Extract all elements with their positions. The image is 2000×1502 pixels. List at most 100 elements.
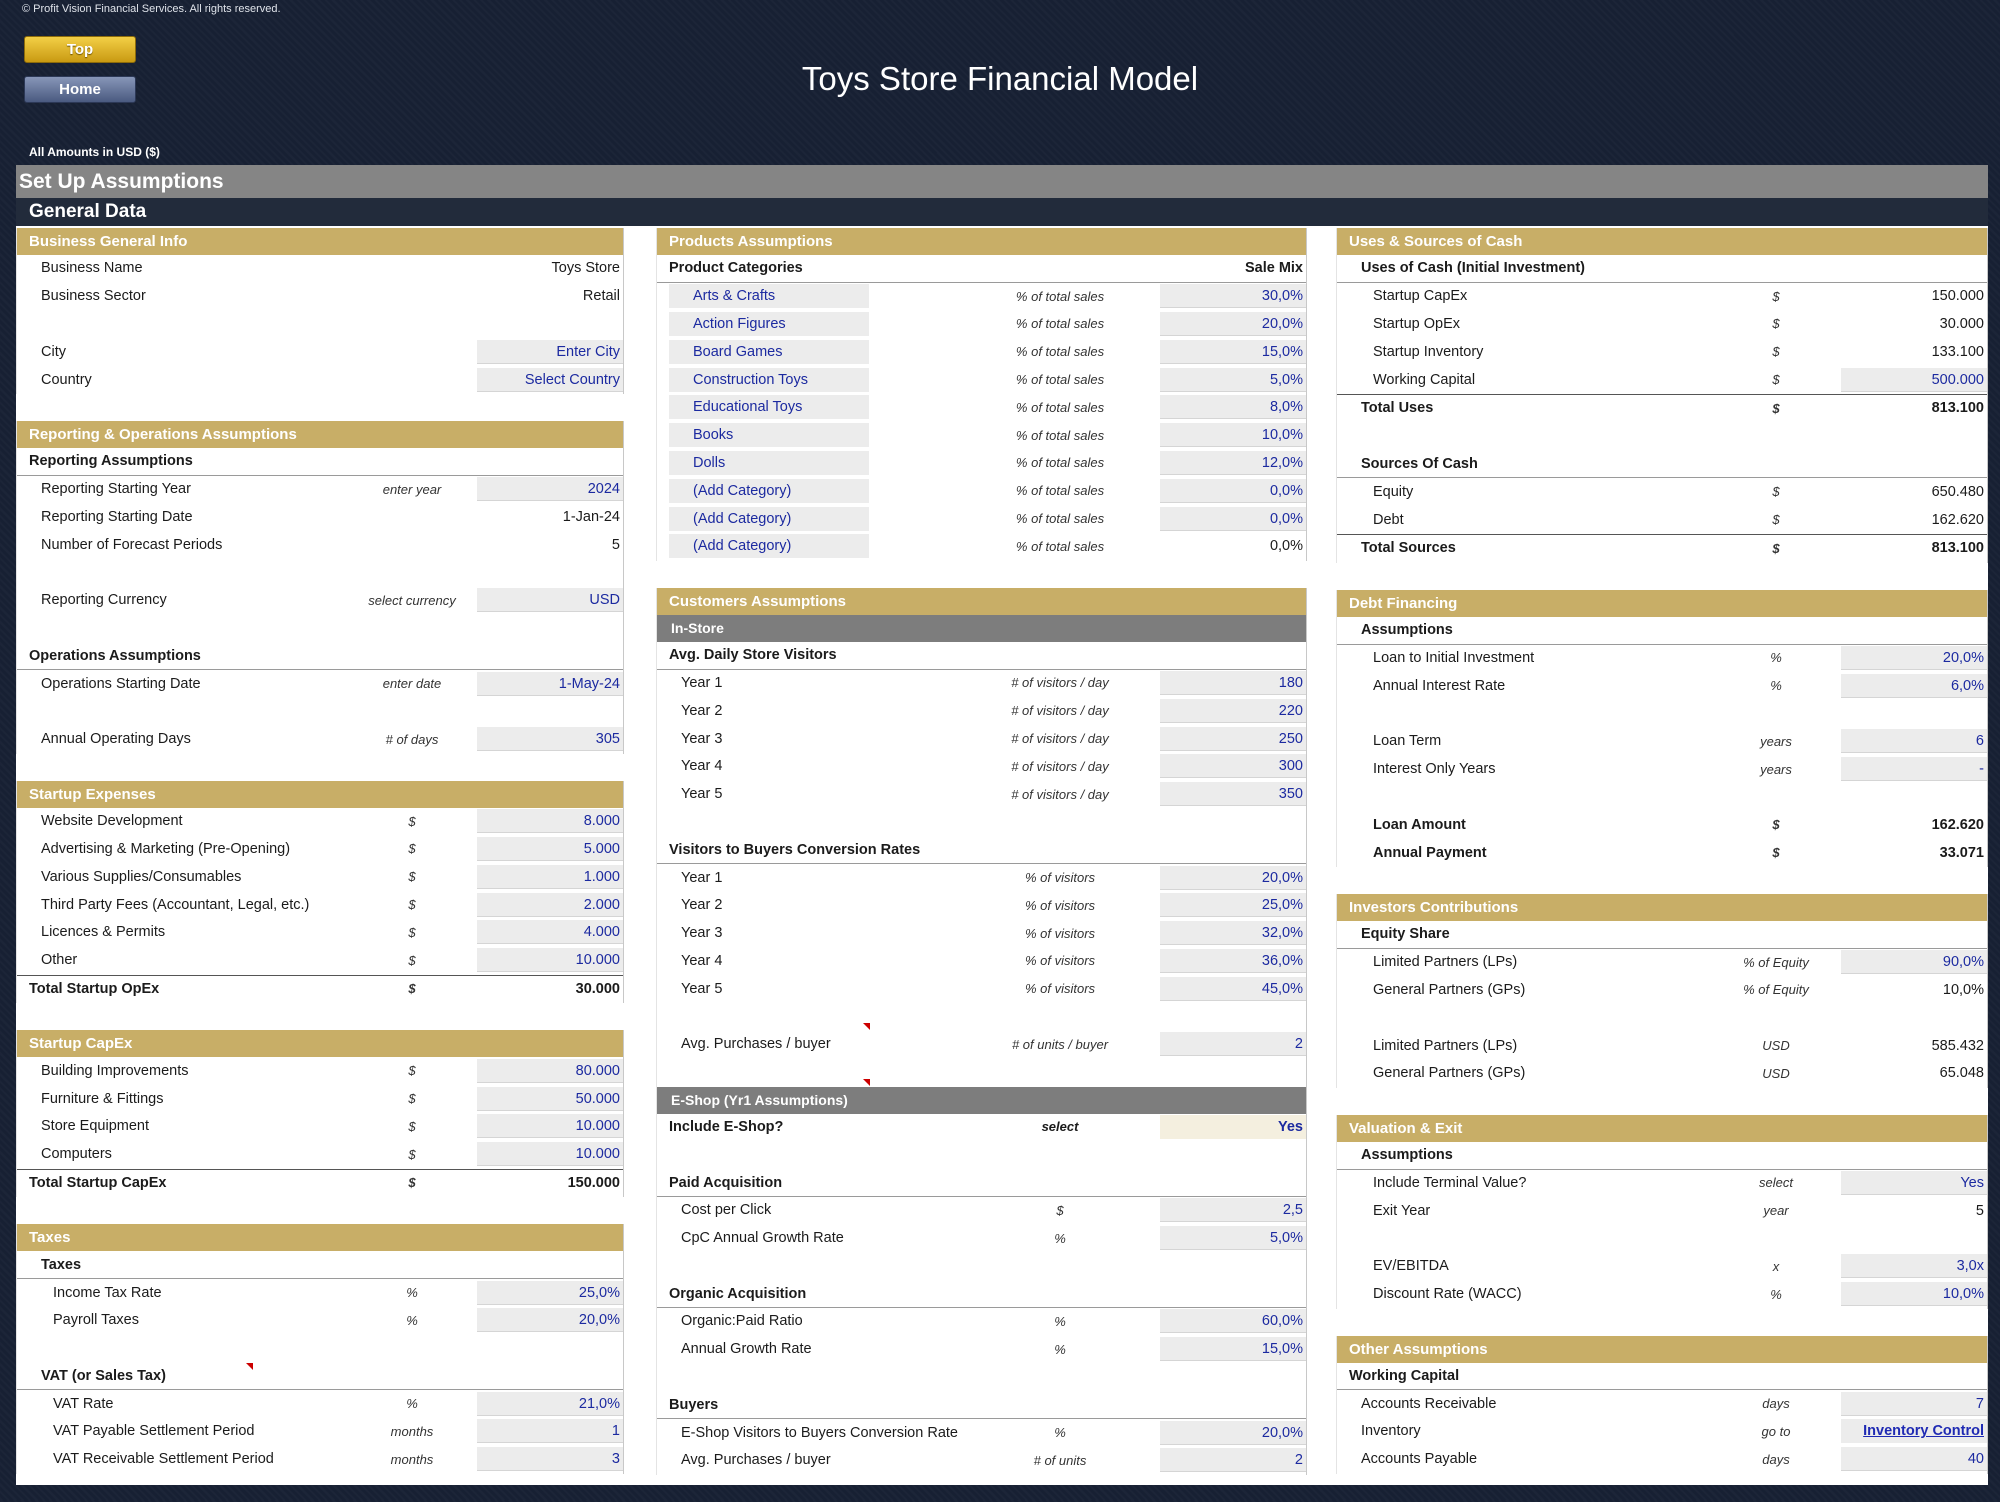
subsection-title: VAT (or Sales Tax) bbox=[17, 1362, 623, 1391]
payable-days-input[interactable]: 40 bbox=[1841, 1447, 1987, 1472]
working-capital-input[interactable]: 500.000 bbox=[1841, 367, 1987, 392]
row-label: Year 4 bbox=[681, 952, 723, 969]
capex-input[interactable]: 80.000 bbox=[477, 1058, 623, 1083]
conversion-input[interactable]: 20,0% bbox=[1160, 865, 1306, 890]
total-row: Total Startup OpEx $30.000 bbox=[17, 974, 623, 1004]
expense-input[interactable]: 10.000 bbox=[477, 948, 623, 973]
reporting-year-input[interactable]: 2024 bbox=[477, 477, 623, 502]
loan-term-input[interactable]: 6 bbox=[1841, 729, 1987, 754]
conversion-input[interactable]: 45,0% bbox=[1160, 976, 1306, 1001]
interest-rate-input[interactable]: 6,0% bbox=[1841, 673, 1987, 698]
top-button[interactable]: Top bbox=[24, 36, 136, 63]
receivable-days-input[interactable]: 7 bbox=[1841, 1391, 1987, 1416]
visitors-input[interactable]: 350 bbox=[1160, 782, 1306, 807]
category-input[interactable]: Action Figures bbox=[669, 311, 869, 336]
wacc-input[interactable]: 10,0% bbox=[1841, 1282, 1987, 1307]
sale-mix-input[interactable]: 10,0% bbox=[1160, 423, 1306, 448]
row-value: 1-Jan-24 bbox=[562, 508, 620, 525]
capex-input[interactable]: 10.000 bbox=[477, 1142, 623, 1167]
expense-input[interactable]: 5.000 bbox=[477, 836, 623, 861]
row-unit: % of visitors bbox=[1024, 981, 1096, 997]
vat-input[interactable]: 3 bbox=[477, 1447, 623, 1472]
row-unit: % bbox=[1770, 650, 1782, 666]
category-input[interactable]: Educational Toys bbox=[669, 395, 869, 420]
organic-ratio-input[interactable]: 60,0% bbox=[1160, 1309, 1306, 1334]
category-input[interactable]: (Add Category) bbox=[669, 506, 869, 531]
section-header: Valuation & Exit bbox=[1337, 1114, 1987, 1142]
vat-input[interactable]: 21,0% bbox=[477, 1391, 623, 1416]
country-select[interactable]: Select Country bbox=[477, 367, 623, 392]
comment-marker-icon[interactable] bbox=[863, 1022, 870, 1030]
comment-marker-icon[interactable] bbox=[246, 1362, 253, 1370]
cpc-growth-input[interactable]: 5,0% bbox=[1160, 1226, 1306, 1251]
expense-input[interactable]: 1.000 bbox=[477, 864, 623, 889]
visitors-input[interactable]: 250 bbox=[1160, 726, 1306, 751]
sale-mix-input[interactable]: 15,0% bbox=[1160, 339, 1306, 364]
currency-select[interactable]: USD bbox=[477, 588, 623, 613]
expense-input[interactable]: 8.000 bbox=[477, 809, 623, 834]
sale-mix-input[interactable]: 12,0% bbox=[1160, 450, 1306, 475]
sale-mix-input[interactable]: 0,0% bbox=[1160, 478, 1306, 503]
avg-purchases-input[interactable]: 2 bbox=[1160, 1032, 1306, 1057]
loan-ratio-input[interactable]: 20,0% bbox=[1841, 645, 1987, 670]
city-input[interactable]: Enter City bbox=[477, 339, 623, 364]
debt-row: Loan Term years 6 bbox=[1337, 728, 1987, 756]
conversion-input[interactable]: 25,0% bbox=[1160, 893, 1306, 918]
visitors-input[interactable]: 220 bbox=[1160, 698, 1306, 723]
conversion-input[interactable]: 32,0% bbox=[1160, 921, 1306, 946]
row-unit: $ bbox=[408, 924, 416, 940]
organic-growth-input[interactable]: 15,0% bbox=[1160, 1337, 1306, 1362]
cpc-input[interactable]: 2,5 bbox=[1160, 1198, 1306, 1223]
sale-mix-input[interactable]: 30,0% bbox=[1160, 284, 1306, 309]
include-eshop-select[interactable]: Yes bbox=[1160, 1114, 1306, 1139]
ev-ebitda-input[interactable]: 3,0x bbox=[1841, 1254, 1987, 1279]
row-expense: Website Development $8.000 bbox=[17, 808, 623, 836]
category-input[interactable]: Books bbox=[669, 423, 869, 448]
expense-input[interactable]: 4.000 bbox=[477, 920, 623, 945]
operations-date-input[interactable]: 1-May-24 bbox=[477, 671, 623, 696]
row-unit: # of visitors / day bbox=[1011, 703, 1109, 719]
spacer bbox=[1337, 784, 1987, 812]
operating-days-input[interactable]: 305 bbox=[477, 727, 623, 752]
row-unit: % bbox=[1054, 1341, 1066, 1357]
section-header: Startup Expenses bbox=[17, 780, 623, 808]
sale-mix-input[interactable]: 0,0% bbox=[1160, 506, 1306, 531]
row-value[interactable]: Retail bbox=[582, 288, 620, 305]
subsection-label: Assumptions bbox=[1361, 622, 1453, 639]
category-input[interactable]: Construction Toys bbox=[669, 367, 869, 392]
category-input[interactable]: (Add Category) bbox=[669, 534, 869, 559]
interest-only-input[interactable]: - bbox=[1841, 757, 1987, 782]
row-value[interactable]: Toys Store bbox=[551, 260, 621, 277]
capex-input[interactable]: 50.000 bbox=[477, 1086, 623, 1111]
sale-mix-input[interactable]: 8,0% bbox=[1160, 395, 1306, 420]
category-input[interactable]: Board Games bbox=[669, 339, 869, 364]
conversion-input[interactable]: 36,0% bbox=[1160, 948, 1306, 973]
eshop-conversion-input[interactable]: 20,0% bbox=[1160, 1420, 1306, 1445]
visitors-input[interactable]: 180 bbox=[1160, 670, 1306, 695]
home-button[interactable]: Home bbox=[24, 76, 136, 103]
row-capex: Furniture & Fittings $50.000 bbox=[17, 1085, 623, 1113]
vat-input[interactable]: 1 bbox=[477, 1419, 623, 1444]
visitors-input[interactable]: 300 bbox=[1160, 754, 1306, 779]
lp-share-input[interactable]: 90,0% bbox=[1841, 950, 1987, 975]
capex-input[interactable]: 10.000 bbox=[477, 1114, 623, 1139]
business-info-section: Business General Info Business Name Toys … bbox=[16, 228, 624, 394]
tax-input[interactable]: 25,0% bbox=[477, 1280, 623, 1305]
valuation-row: Discount Rate (WACC)% 10,0% bbox=[1337, 1281, 1987, 1309]
category-input[interactable]: Arts & Crafts bbox=[669, 284, 869, 309]
terminal-value-select[interactable]: Yes bbox=[1841, 1170, 1987, 1195]
sale-mix-input[interactable]: 5,0% bbox=[1160, 367, 1306, 392]
subsection-label: Operations Assumptions bbox=[29, 647, 201, 664]
sale-mix-input[interactable]: 20,0% bbox=[1160, 311, 1306, 336]
comment-marker-icon[interactable] bbox=[863, 1078, 870, 1086]
eshop-purchases-input[interactable]: 2 bbox=[1160, 1448, 1306, 1473]
tax-input[interactable]: 20,0% bbox=[477, 1308, 623, 1333]
row-label: Number of Forecast Periods bbox=[41, 536, 223, 553]
row-unit: $ bbox=[408, 869, 416, 885]
row-vat: VAT Payable Settlement Period months 1 bbox=[17, 1418, 623, 1446]
category-input[interactable]: (Add Category) bbox=[669, 478, 869, 503]
inventory-control-link[interactable]: Inventory Control bbox=[1841, 1419, 1987, 1444]
row-label: General Partners (GPs) bbox=[1373, 1065, 1526, 1082]
category-input[interactable]: Dolls bbox=[669, 450, 869, 475]
expense-input[interactable]: 2.000 bbox=[477, 892, 623, 917]
